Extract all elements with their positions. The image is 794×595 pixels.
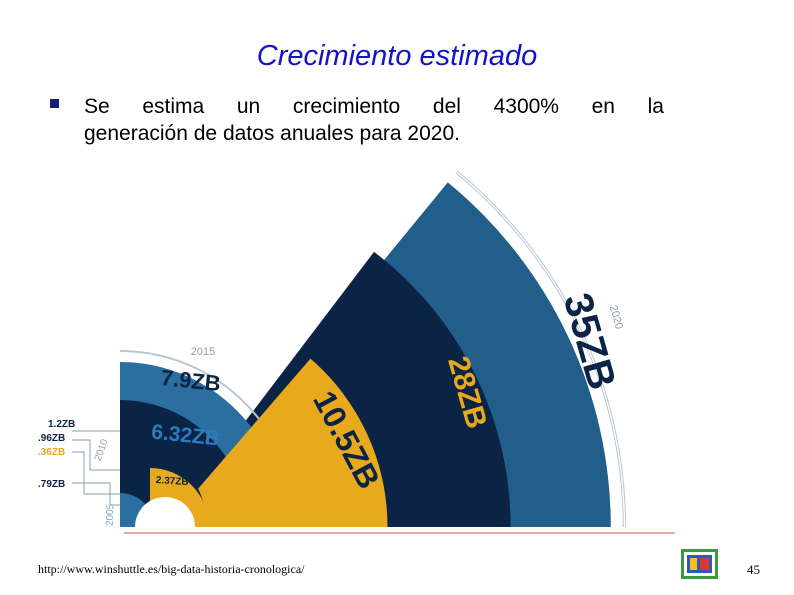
ring-2020-inner (455, 172, 624, 528)
year-label-2010: 2010 (93, 437, 111, 462)
bullet-square-icon (50, 99, 59, 108)
label-36zb: .36ZB (38, 447, 65, 458)
label-7-9zb: 7.9ZB (160, 365, 222, 396)
label-96zb: .96ZB (38, 433, 65, 444)
bullet-text: Se estima un crecimiento del 4300% en la… (84, 93, 664, 147)
slide-title: Crecimiento estimado (256, 40, 538, 72)
label-79zb: .79ZB (38, 479, 65, 490)
bullet-text-line-1: Se estima un crecimiento del 4300% en la (84, 95, 664, 118)
connector-96zb (72, 439, 120, 471)
sector-2020-10-5zb (165, 358, 388, 527)
label-2-37zb: 2.37ZB (155, 475, 188, 488)
connector-36zb (72, 451, 120, 495)
year-label-2015: 2015 (191, 346, 215, 358)
connector-79zb (72, 482, 120, 506)
logo-icon (681, 549, 718, 579)
source-link[interactable]: http://www.winshuttle.es/big-data-histor… (38, 562, 305, 576)
chart-hub (135, 497, 195, 527)
label-1-2zb: 1.2ZB (48, 419, 75, 430)
ring-2020-outer (456, 170, 627, 528)
bullet-text-line-2: generación de datos anuales para 2020. (84, 122, 460, 145)
page-number: 45 (747, 562, 760, 577)
year-label-2020: 2020 (607, 304, 625, 331)
year-label-2005: 2005 (105, 503, 117, 526)
